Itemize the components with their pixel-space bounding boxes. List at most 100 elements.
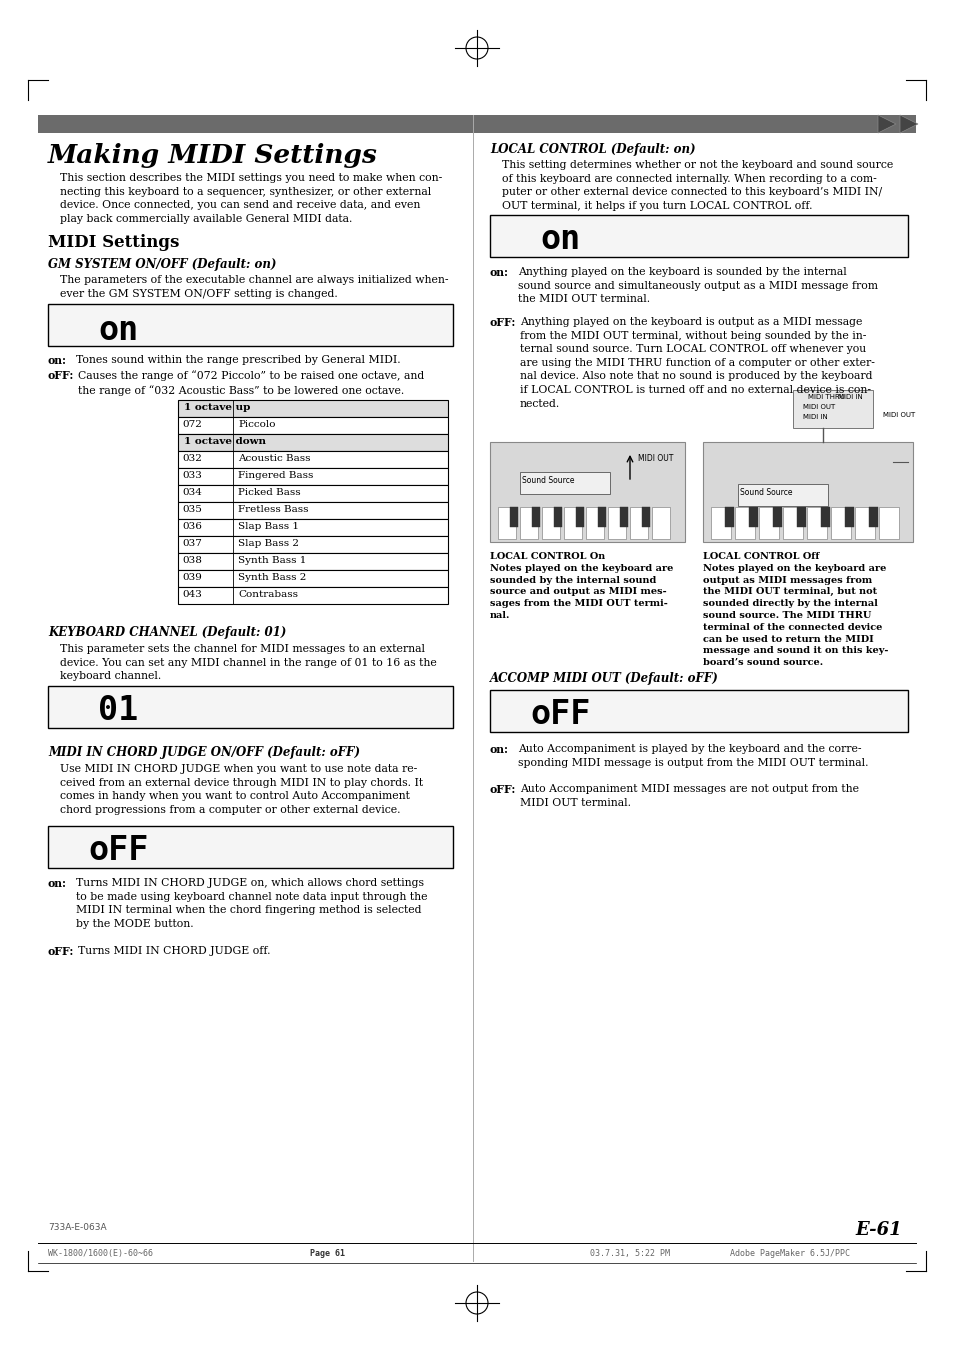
- Bar: [178, 536, 448, 553]
- Text: Acoustic Bass: Acoustic Bass: [237, 454, 310, 463]
- Bar: [598, 507, 605, 527]
- Polygon shape: [899, 115, 917, 132]
- Text: 032: 032: [182, 454, 202, 463]
- Text: Auto Accompaniment is played by the keyboard and the corre-
sponding MIDI messag: Auto Accompaniment is played by the keyb…: [517, 744, 867, 767]
- Bar: [796, 507, 805, 527]
- Bar: [532, 507, 539, 527]
- Text: Page 61: Page 61: [310, 1250, 345, 1258]
- Text: Sound Source: Sound Source: [740, 488, 792, 497]
- Bar: [178, 451, 448, 467]
- Text: This section describes the MIDI settings you need to make when con-
necting this: This section describes the MIDI settings…: [60, 173, 442, 224]
- Text: 1 octave down: 1 octave down: [184, 436, 266, 446]
- Bar: [510, 507, 517, 527]
- Bar: [641, 507, 649, 527]
- Text: MIDI OUT: MIDI OUT: [638, 454, 673, 463]
- Text: oFF: oFF: [88, 834, 149, 867]
- Text: MIDI IN: MIDI IN: [837, 394, 862, 400]
- Text: Turns MIDI IN CHORD JUDGE off.: Turns MIDI IN CHORD JUDGE off.: [78, 946, 271, 957]
- Text: Anything played on the keyboard is sounded by the internal
sound source and simu: Anything played on the keyboard is sound…: [517, 267, 877, 304]
- Bar: [519, 507, 537, 539]
- Text: ACCOMP MIDI OUT (Default: oFF): ACCOMP MIDI OUT (Default: oFF): [490, 671, 718, 685]
- Bar: [48, 686, 453, 728]
- Text: Slap Bass 2: Slap Bass 2: [237, 539, 298, 549]
- Text: Auto Accompaniment MIDI messages are not output from the
MIDI OUT terminal.: Auto Accompaniment MIDI messages are not…: [519, 784, 858, 808]
- Polygon shape: [877, 115, 895, 132]
- Text: Slap Bass 1: Slap Bass 1: [237, 521, 298, 531]
- Bar: [48, 825, 453, 867]
- Bar: [178, 503, 448, 519]
- Bar: [178, 586, 448, 604]
- Text: MIDI IN: MIDI IN: [802, 413, 827, 420]
- Text: WK-1800/1600(E)-60~66: WK-1800/1600(E)-60~66: [48, 1250, 152, 1258]
- Text: oFF:: oFF:: [490, 317, 516, 328]
- Text: on:: on:: [48, 355, 67, 366]
- Bar: [724, 507, 733, 527]
- Text: on: on: [98, 313, 138, 347]
- Text: Contrabass: Contrabass: [237, 590, 297, 598]
- Bar: [178, 553, 448, 570]
- Bar: [607, 507, 625, 539]
- Text: Synth Bass 1: Synth Bass 1: [237, 557, 306, 565]
- Text: 01: 01: [98, 694, 138, 727]
- Text: on:: on:: [490, 744, 509, 755]
- Bar: [178, 467, 448, 485]
- Text: GM SYSTEM ON/OFF (Default: on): GM SYSTEM ON/OFF (Default: on): [48, 258, 276, 272]
- Text: 037: 037: [182, 539, 202, 549]
- Bar: [490, 215, 907, 257]
- Text: 1 octave up: 1 octave up: [184, 403, 250, 412]
- Bar: [738, 484, 827, 507]
- Bar: [844, 507, 853, 527]
- Text: MIDI IN CHORD JUDGE ON/OFF (Default: oFF): MIDI IN CHORD JUDGE ON/OFF (Default: oFF…: [48, 746, 359, 759]
- Bar: [541, 507, 559, 539]
- Text: Use MIDI IN CHORD JUDGE when you want to use note data re-
ceived from an extern: Use MIDI IN CHORD JUDGE when you want to…: [60, 765, 423, 815]
- Bar: [497, 507, 516, 539]
- Text: 733A-E-063A: 733A-E-063A: [48, 1223, 107, 1232]
- Text: on:: on:: [490, 267, 509, 278]
- Bar: [490, 442, 684, 542]
- Bar: [772, 507, 781, 527]
- Text: on: on: [539, 223, 579, 255]
- Bar: [38, 115, 915, 132]
- Bar: [748, 507, 758, 527]
- Text: 033: 033: [182, 471, 202, 480]
- Text: Tones sound within the range prescribed by General MIDI.: Tones sound within the range prescribed …: [76, 355, 400, 365]
- Bar: [854, 507, 874, 539]
- Bar: [178, 434, 448, 451]
- Bar: [821, 507, 829, 527]
- Bar: [178, 570, 448, 586]
- Bar: [792, 390, 872, 428]
- Bar: [576, 507, 583, 527]
- Bar: [178, 485, 448, 503]
- Text: 03.7.31, 5:22 PM: 03.7.31, 5:22 PM: [589, 1250, 669, 1258]
- Text: KEYBOARD CHANNEL (Default: 01): KEYBOARD CHANNEL (Default: 01): [48, 626, 286, 639]
- Text: This parameter sets the channel for MIDI messages to an external
device. You can: This parameter sets the channel for MIDI…: [60, 644, 436, 681]
- Text: LOCAL CONTROL (Default: on): LOCAL CONTROL (Default: on): [490, 143, 695, 155]
- Bar: [585, 507, 603, 539]
- Bar: [48, 304, 453, 346]
- Text: Sound Source: Sound Source: [521, 476, 574, 485]
- Text: oFF: oFF: [530, 698, 590, 731]
- Text: MIDI OUT: MIDI OUT: [802, 404, 835, 409]
- Bar: [878, 507, 898, 539]
- Text: Anything played on the keyboard is output as a MIDI message
from the MIDI OUT te: Anything played on the keyboard is outpu…: [519, 317, 874, 408]
- Bar: [490, 690, 907, 732]
- Text: 039: 039: [182, 573, 202, 582]
- Text: This setting determines whether or not the keyboard and sound source
of this key: This setting determines whether or not t…: [501, 159, 892, 211]
- Text: 035: 035: [182, 505, 202, 513]
- Text: MIDI THRU: MIDI THRU: [807, 394, 844, 400]
- Text: Adobe PageMaker 6.5J/PPC: Adobe PageMaker 6.5J/PPC: [729, 1250, 849, 1258]
- Bar: [178, 400, 448, 417]
- Text: 036: 036: [182, 521, 202, 531]
- Text: 072: 072: [182, 420, 202, 430]
- Bar: [563, 507, 581, 539]
- Text: Picked Bass: Picked Bass: [237, 488, 300, 497]
- Bar: [806, 507, 826, 539]
- Bar: [710, 507, 730, 539]
- Bar: [178, 417, 448, 434]
- Bar: [734, 507, 754, 539]
- Bar: [868, 507, 877, 527]
- Text: 043: 043: [182, 590, 202, 598]
- Bar: [651, 507, 669, 539]
- Text: Causes the range of “072 Piccolo” to be raised one octave, and
the range of “032: Causes the range of “072 Piccolo” to be …: [78, 370, 424, 396]
- Text: oFF:: oFF:: [48, 946, 74, 957]
